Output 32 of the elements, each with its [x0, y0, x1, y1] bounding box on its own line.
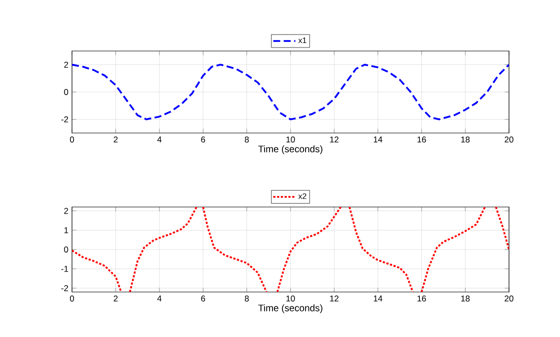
x-tick-label: 0	[70, 136, 74, 143]
y-tick-label: 2	[64, 208, 68, 214]
x-tick-label: 4	[157, 296, 162, 302]
x-tick-label: 2	[114, 136, 118, 142]
x-tick-label: 2	[114, 296, 118, 302]
x-tick-label: 8	[244, 136, 249, 143]
x-axis-title: Time (seconds)	[258, 145, 322, 154]
x-tick-label: 18	[461, 136, 470, 143]
x-tick-label: 14	[374, 296, 382, 302]
x-tick-label: 20	[504, 296, 514, 302]
x-tick-label: 16	[418, 136, 426, 143]
x-axis-title: Time (seconds)	[258, 304, 322, 314]
x-tick-label: 18	[461, 296, 470, 302]
x-tick-label: 12	[330, 136, 338, 142]
x-tick-label: 6	[201, 136, 206, 143]
x-tick-label: 12	[330, 296, 338, 302]
x-tick-label: 8	[244, 296, 249, 302]
y-tick-label: -2	[61, 285, 68, 292]
x-tick-label: 6	[201, 296, 206, 302]
y-tick-label: 0	[64, 89, 68, 95]
y-tick-label: -2	[61, 116, 68, 122]
x-tick-label: 4	[157, 136, 162, 142]
x-tick-label: 10	[286, 296, 295, 302]
y-tick-label: -1	[61, 266, 68, 272]
x-tick-label: 0	[70, 296, 74, 302]
x-tick-label: 20	[504, 136, 514, 143]
y-tick-label: 0	[64, 246, 68, 252]
x-tick-label: 10	[286, 136, 295, 143]
x-tick-label: 14	[374, 136, 382, 142]
y-tick-label: 1	[64, 227, 68, 234]
x-tick-label: 16	[418, 296, 426, 302]
y-tick-label: 2	[64, 62, 68, 68]
